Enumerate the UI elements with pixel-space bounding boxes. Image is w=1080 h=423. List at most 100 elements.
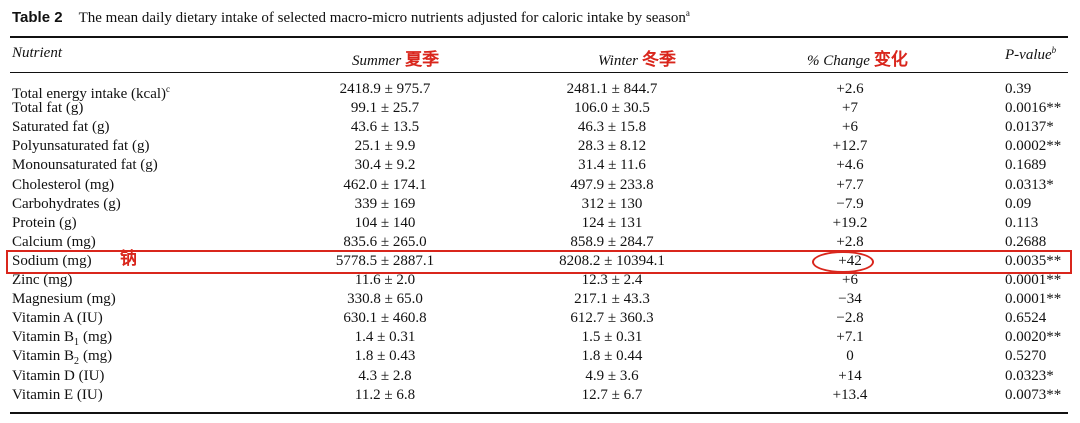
nutrient-name: Vitamin D (IU) (12, 367, 104, 386)
change-value: +2.8 (836, 233, 864, 250)
header-summer-cjk: 夏季 (405, 50, 440, 70)
nutrient-name-text: Total energy intake (kcal) (12, 86, 167, 102)
summer-value: 11.2 ± 6.8 (354, 386, 416, 403)
nutrient-name: Protein (g) (12, 214, 77, 233)
change-value: +4.6 (836, 157, 864, 174)
change-value: +6 (842, 272, 858, 288)
table-label: Table 2 (12, 9, 63, 26)
winter-value: 1.5 ± 0.31 (581, 329, 643, 346)
winter-value: 312 ± 130 (581, 195, 643, 212)
table-row: Carbohydrates (g) 339 ± 169 312 ± 130 −7.9 0… (0, 195, 1080, 214)
change-value: 0 (846, 348, 854, 365)
table-row: Vitamin B2 (mg) 1.8 ± 0.43 1.8 ± 0.44 0 0.527… (0, 347, 1080, 367)
winter-value: 858.9 ± 284.7 (570, 233, 654, 250)
sodium-cjk-label: 钠 (120, 248, 137, 269)
winter-value: 4.9 ± 3.6 (585, 367, 639, 384)
summer-value: 4.3 ± 2.8 (358, 367, 412, 384)
change-value: +19.2 (832, 214, 868, 231)
header-nutrient: Nutrient (12, 45, 63, 61)
pvalue-value: 0.6524 (1005, 310, 1047, 327)
table-row: Zinc (mg) 11.6 ± 2.0 12.3 ± 2.4 +6 0.0001** (0, 271, 1080, 290)
nutrient-unit: (mg) (83, 348, 113, 365)
pvalue-value: 0.0313* (1005, 176, 1054, 193)
change-value: +2.6 (836, 81, 864, 97)
pvalue-value: 0.0002** (1005, 138, 1062, 155)
winter-value: 46.3 ± 15.8 (577, 119, 647, 136)
pvalue-value: 0.0323* (1005, 367, 1054, 384)
change-value: +7.7 (836, 176, 864, 193)
summer-value: 462.0 ± 174.1 (343, 176, 427, 193)
nutrient-name-text: Vitamin A (IU) (12, 310, 103, 327)
nutrient-name: Cholesterol (mg) (12, 176, 114, 195)
sodium-change-ellipse (812, 251, 874, 273)
summer-value: 5778.5 ± 2887.1 (335, 252, 435, 269)
nutrient-name: Vitamin E (IU) (12, 386, 103, 405)
pvalue-value: 0.113 (1005, 214, 1039, 231)
nutrient-name: Calcium (mg) (12, 233, 96, 252)
winter-value: 497.9 ± 233.8 (570, 176, 654, 193)
nutrient-name-text: Calcium (mg) (12, 233, 96, 250)
nutrient-unit: (mg) (83, 329, 113, 346)
winter-value: 12.3 ± 2.4 (581, 272, 643, 288)
change-value: +12.7 (832, 138, 868, 155)
winter-value: 31.4 ± 11.6 (578, 157, 646, 174)
change-value: +14 (838, 367, 862, 384)
nutrient-name-text: Sodium (mg) (12, 252, 92, 269)
winter-value: 612.7 ± 360.3 (570, 310, 654, 327)
nutrient-name-text: Protein (g) (12, 214, 77, 231)
table-row: Saturated fat (g) 43.6 ± 13.5 46.3 ± 15.8 +… (0, 118, 1080, 137)
pvalue-value: 0.0073** (1005, 386, 1062, 403)
caption-footnote-mark: a (685, 8, 690, 18)
table-row: Total energy intake (kcal)c 2418.9 ± 975.… (0, 80, 1080, 102)
pvalue-value: 0.2688 (1005, 233, 1047, 250)
nutrient-name-text: Monounsaturated fat (g) (12, 157, 158, 174)
table-row: Vitamin D (IU) 4.3 ± 2.8 4.9 ± 3.6 +14 0.032… (0, 367, 1080, 386)
summer-value: 330.8 ± 65.0 (347, 291, 423, 308)
summer-value: 630.1 ± 460.8 (343, 310, 427, 327)
winter-value: 217.1 ± 43.3 (574, 291, 650, 308)
bottom-rule (10, 412, 1068, 414)
header-summer-label: Summer (352, 53, 402, 69)
header-winter-cjk: 冬季 (642, 50, 676, 70)
summer-value: 104 ± 140 (354, 214, 416, 231)
change-value: +7 (842, 100, 858, 117)
table-row: Protein (g) 104 ± 140 124 ± 131 +19.2 0.113 (0, 214, 1080, 233)
nutrient-name: Total fat (g) (12, 99, 83, 118)
nutrient-name-text: Cholesterol (mg) (12, 176, 115, 193)
summer-value: 11.6 ± 2.0 (354, 272, 416, 288)
nutrient-name-text: Magnesium (mg) (12, 291, 116, 308)
nutrient-name: Vitamin B2 (mg) (12, 347, 112, 371)
summer-value: 1.4 ± 0.31 (354, 329, 416, 346)
table-row: Total fat (g) 99.1 ± 25.7 106.0 ± 30.5 +7 0.… (0, 99, 1080, 118)
header-rule (10, 72, 1068, 73)
nutrient-name-text: Saturated fat (g) (12, 119, 110, 136)
table-row: Calcium (mg) 835.6 ± 265.0 858.9 ± 284.7 +2… (0, 233, 1080, 252)
table-row: Vitamin B1 (mg) 1.4 ± 0.31 1.5 ± 0.31 +7.1 0.… (0, 328, 1080, 348)
nutrient-name: Polyunsaturated fat (g) (12, 137, 149, 156)
change-value: +7.1 (836, 329, 864, 346)
header-winter-label: Winter (598, 53, 638, 69)
pvalue-value: 0.0016** (1005, 100, 1062, 117)
header-pvalue-label: P-value (1005, 47, 1052, 63)
table-row: Magnesium (mg) 330.8 ± 65.0 217.1 ± 43.3 −3… (0, 290, 1080, 309)
nutrient-name: Carbohydrates (g) (12, 195, 121, 214)
summer-value: 25.1 ± 9.9 (354, 138, 416, 155)
pvalue-value: 0.1689 (1005, 157, 1047, 174)
change-value: −2.8 (836, 310, 864, 327)
change-value: +6 (842, 119, 858, 136)
table-row: Monounsaturated fat (g) 30.4 ± 9.2 31.4 ± … (0, 156, 1080, 175)
winter-value: 12.7 ± 6.7 (581, 386, 643, 403)
nutrient-name: Magnesium (mg) (12, 290, 116, 309)
change-value: +13.4 (832, 386, 868, 403)
pvalue-value: 0.0001** (1005, 291, 1062, 308)
nutrient-name: Vitamin B1 (mg) (12, 328, 112, 352)
summer-value: 43.6 ± 13.5 (350, 119, 420, 136)
pvalue-value: 0.0137* (1005, 119, 1054, 136)
nutrient-name: Vitamin A (IU) (12, 309, 103, 328)
pvalue-value: 0.0020** (1005, 329, 1062, 346)
winter-value: 8208.2 ± 10394.1 (559, 252, 665, 269)
change-value: −34 (838, 291, 862, 308)
summer-value: 99.1 ± 25.7 (350, 100, 420, 117)
sodium-highlight-box (6, 250, 1072, 274)
caption-text: The mean daily dietary intake of selecte… (78, 10, 686, 26)
